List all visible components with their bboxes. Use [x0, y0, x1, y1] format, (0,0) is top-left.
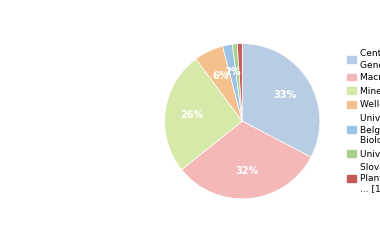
Wedge shape [242, 44, 320, 157]
Wedge shape [232, 44, 242, 121]
Wedge shape [182, 121, 311, 199]
Text: 6%: 6% [212, 71, 229, 81]
Text: 2%: 2% [224, 67, 241, 77]
Text: 26%: 26% [180, 110, 204, 120]
Text: 33%: 33% [274, 90, 297, 100]
Wedge shape [237, 44, 242, 121]
Wedge shape [165, 59, 242, 170]
Wedge shape [196, 46, 242, 121]
Text: 32%: 32% [236, 166, 259, 176]
Wedge shape [223, 44, 242, 121]
Legend: Centre for Biodiversity
Genomics [32], Macrogen, Europe [31], Mined from GenBank: Centre for Biodiversity Genomics [32], M… [344, 46, 380, 197]
